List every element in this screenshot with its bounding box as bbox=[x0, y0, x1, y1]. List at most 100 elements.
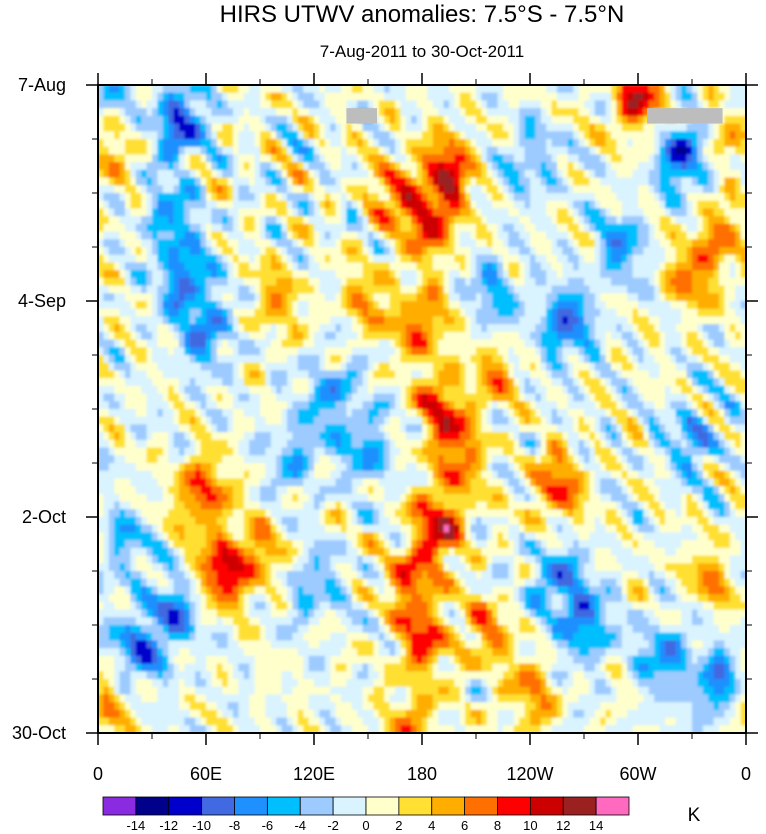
field-cell bbox=[719, 270, 725, 279]
field-cell bbox=[632, 185, 639, 194]
field-cell bbox=[643, 162, 650, 171]
field-cell bbox=[459, 154, 466, 163]
field-cell bbox=[616, 146, 623, 156]
field-cell bbox=[465, 331, 472, 341]
field-cell bbox=[378, 316, 385, 325]
field-cell bbox=[400, 123, 407, 132]
field-cell bbox=[98, 193, 104, 202]
field-cell bbox=[519, 308, 526, 318]
field-cell bbox=[438, 154, 445, 163]
field-cell bbox=[281, 108, 288, 117]
field-cell bbox=[594, 123, 601, 132]
field-cell bbox=[384, 85, 391, 94]
field-cell bbox=[162, 331, 169, 341]
field-cell bbox=[189, 131, 196, 140]
field-cell bbox=[665, 393, 671, 402]
field-cell bbox=[465, 262, 472, 271]
field-cell bbox=[697, 200, 704, 210]
field-cell bbox=[427, 339, 434, 348]
field-cell bbox=[729, 169, 736, 179]
field-cell bbox=[216, 193, 223, 202]
field-cell bbox=[287, 393, 293, 402]
field-cell bbox=[530, 139, 536, 148]
field-cell bbox=[254, 208, 261, 217]
field-cell bbox=[573, 85, 580, 94]
field-cell bbox=[665, 355, 671, 364]
field-cell bbox=[686, 339, 693, 348]
field-cell bbox=[405, 239, 412, 248]
field-cell bbox=[189, 239, 196, 248]
field-cell bbox=[540, 139, 547, 148]
field-cell bbox=[562, 339, 569, 348]
field-cell bbox=[281, 85, 288, 94]
field-cell bbox=[648, 301, 655, 310]
field-cell bbox=[330, 362, 337, 372]
field-cell bbox=[184, 316, 191, 325]
field-cell bbox=[632, 208, 639, 217]
field-cell bbox=[357, 223, 364, 233]
field-cell bbox=[195, 223, 202, 233]
field-cell bbox=[114, 378, 121, 387]
field-cell bbox=[659, 208, 666, 217]
field-cell bbox=[319, 208, 326, 217]
field-cell bbox=[449, 193, 455, 202]
field-cell bbox=[530, 285, 536, 294]
field-cell bbox=[470, 231, 477, 240]
field-cell bbox=[562, 154, 569, 163]
field-cell bbox=[540, 393, 547, 402]
field-cell bbox=[368, 316, 374, 325]
field-cell bbox=[184, 223, 191, 233]
field-cell bbox=[243, 355, 250, 364]
field-cell bbox=[530, 277, 536, 287]
field-cell bbox=[670, 123, 677, 132]
field-cell bbox=[157, 393, 164, 402]
field-cell bbox=[157, 231, 164, 240]
field-cell bbox=[605, 177, 612, 186]
field-cell bbox=[589, 362, 596, 372]
field-cell bbox=[141, 85, 148, 94]
field-cell bbox=[324, 378, 331, 387]
field-cell bbox=[611, 216, 617, 225]
field-cell bbox=[319, 277, 326, 287]
field-cell bbox=[216, 85, 223, 94]
field-cell bbox=[692, 92, 698, 102]
field-cell bbox=[416, 393, 423, 402]
field-cell bbox=[443, 277, 450, 287]
field-cell bbox=[341, 247, 347, 256]
field-cell bbox=[497, 254, 504, 264]
field-cell bbox=[729, 162, 736, 171]
field-cell bbox=[729, 285, 736, 294]
field-cell bbox=[621, 308, 628, 318]
field-cell bbox=[400, 131, 407, 140]
field-cell bbox=[713, 285, 720, 294]
field-cell bbox=[535, 339, 542, 348]
field-cell bbox=[492, 100, 499, 109]
field-cell bbox=[98, 285, 104, 294]
field-cell bbox=[567, 139, 574, 148]
field-cell bbox=[692, 316, 698, 325]
field-cell bbox=[308, 200, 315, 210]
field-cell bbox=[157, 247, 164, 256]
field-cell bbox=[427, 92, 434, 102]
field-cell bbox=[611, 92, 617, 102]
field-cell bbox=[735, 115, 742, 125]
field-cell bbox=[648, 355, 655, 364]
field-cell bbox=[265, 347, 272, 356]
field-cell bbox=[513, 339, 520, 348]
field-cell bbox=[184, 324, 191, 333]
field-cell bbox=[98, 154, 104, 163]
field-cell bbox=[665, 216, 671, 225]
field-cell bbox=[540, 169, 547, 179]
field-cell bbox=[578, 362, 585, 372]
field-cell bbox=[540, 193, 547, 202]
field-cell bbox=[535, 308, 542, 318]
field-cell bbox=[616, 123, 623, 132]
field-cell bbox=[324, 162, 331, 171]
field-cell bbox=[130, 146, 137, 156]
field-cell bbox=[227, 154, 234, 163]
field-cell bbox=[670, 208, 677, 217]
field-cell bbox=[157, 347, 164, 356]
field-cell bbox=[465, 100, 472, 109]
field-cell bbox=[173, 100, 180, 109]
field-cell bbox=[206, 378, 212, 387]
